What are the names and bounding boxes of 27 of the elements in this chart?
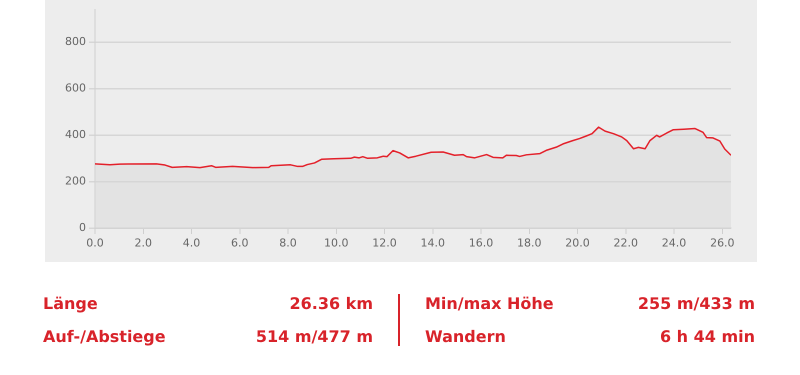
x-tick-label: 22.0 [614, 236, 638, 250]
x-tick-label: 26.0 [710, 236, 735, 250]
x-tick-label: 6.0 [231, 236, 249, 250]
y-tick-label: 400 [65, 128, 86, 141]
x-tick-label: 20.0 [565, 236, 590, 250]
text: 26.36 km [288, 294, 373, 313]
y-tick-label: 800 [65, 34, 86, 48]
text: 6 h 44 min [658, 327, 755, 346]
text: Wandern [425, 327, 507, 346]
text: Länge [43, 294, 99, 313]
text: 255 m/433 m [638, 294, 755, 313]
x-tick-label: 2.0 [134, 236, 152, 250]
y-tick-label: 0 [79, 220, 86, 234]
x-tick-label: 24.0 [662, 236, 686, 250]
x-tick-label: 4.0 [182, 236, 200, 250]
text: Auf-/Abstiege [43, 327, 167, 346]
x-tick-label: 12.0 [372, 236, 397, 250]
x-tick-label: 16.0 [468, 236, 494, 250]
x-tick-label: 0.0 [86, 236, 104, 250]
text: Min/max Höhe [425, 294, 555, 313]
y-tick-label: 200 [65, 174, 86, 188]
x-tick-label: 8.0 [279, 236, 297, 250]
x-tick-label: 14.0 [420, 236, 446, 250]
x-tick-label: 18.0 [517, 236, 542, 250]
x-tick-label: 10.0 [324, 236, 349, 250]
y-tick-label: 600 [65, 81, 86, 94]
text: 514 m/477 m [256, 327, 373, 346]
